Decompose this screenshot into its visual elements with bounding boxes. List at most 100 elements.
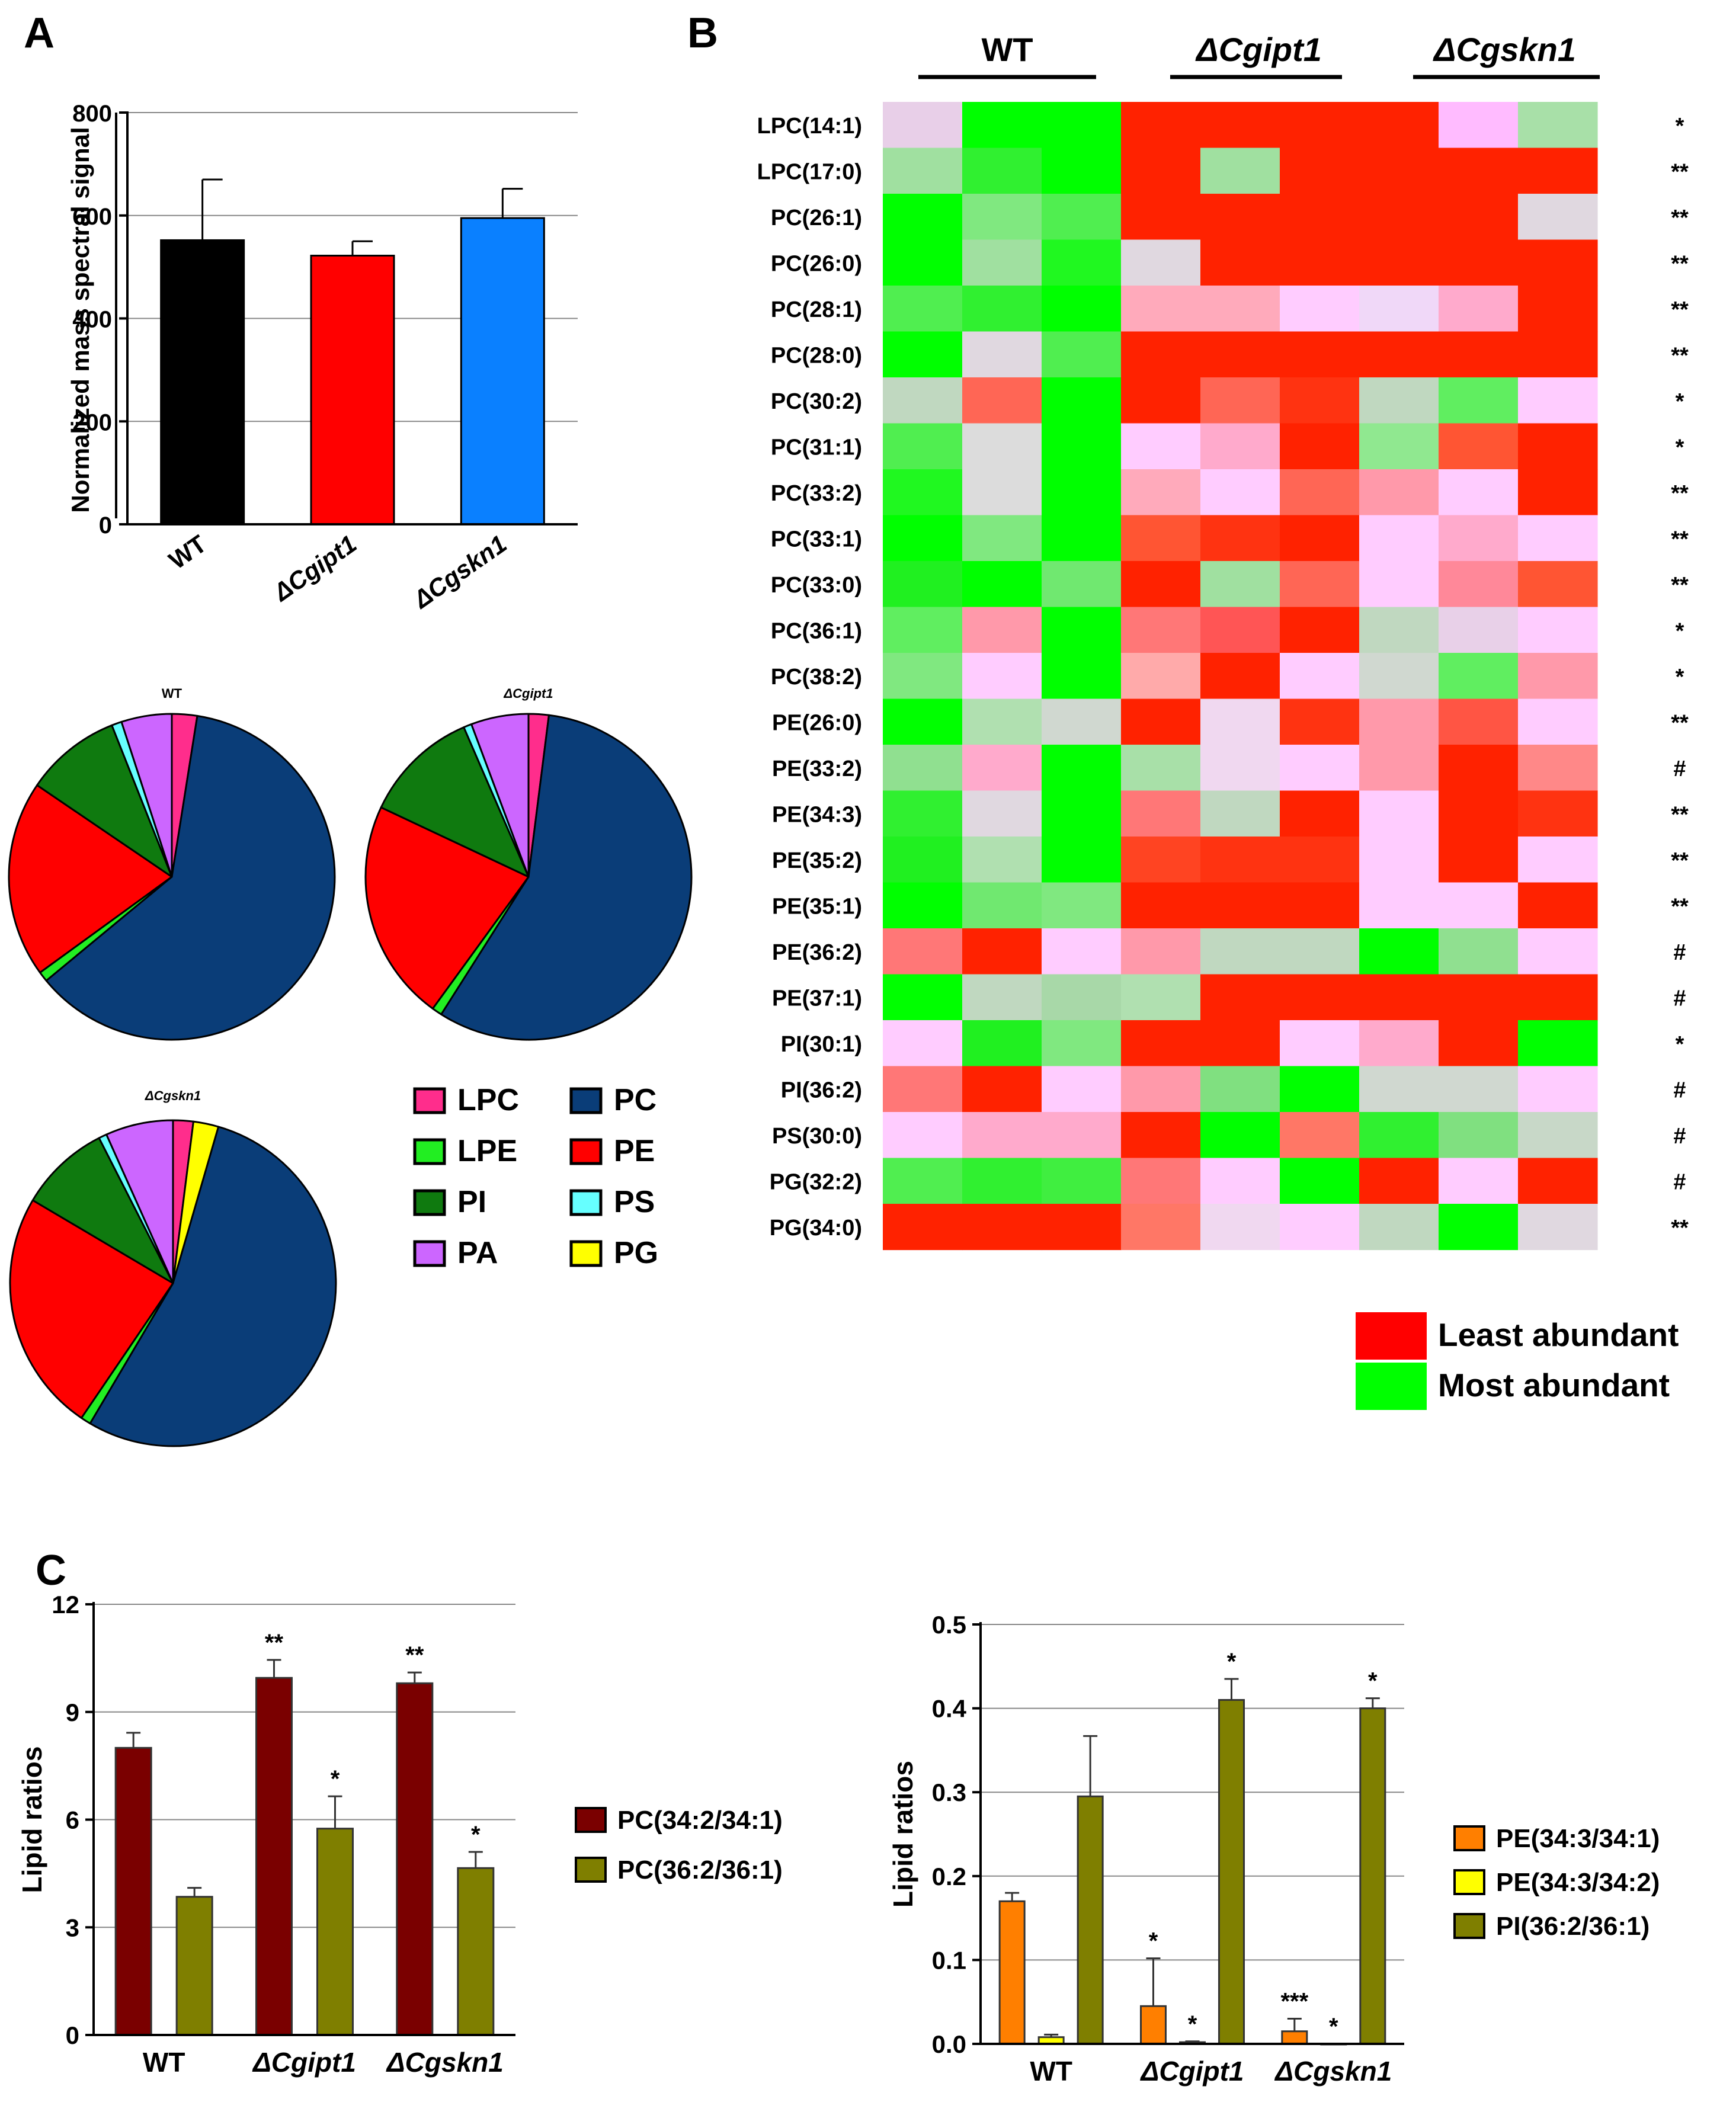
heatmap-cell [1042, 1112, 1122, 1159]
heatmap-cell [1280, 515, 1360, 562]
heatmap-cell [1042, 331, 1122, 378]
heatmap-cell [1042, 745, 1122, 791]
heatmap-cell [1280, 1112, 1360, 1159]
significance-mark: ** [1671, 251, 1689, 276]
heatmap-cell [1280, 837, 1360, 883]
significance-mark: * [1676, 618, 1684, 643]
panel-label-c: C [36, 1547, 66, 1594]
heatmap-cell [1121, 239, 1201, 286]
heatmap-cell [1280, 561, 1360, 608]
heatmap-cell [1359, 148, 1439, 194]
heatmap-cell [1439, 698, 1519, 745]
heatmap-cell [1121, 1204, 1201, 1251]
pie-slice-pa [120, 713, 173, 878]
heatmap-cell [1042, 1158, 1122, 1204]
y-tick-label: 0 [99, 512, 112, 539]
heatmap-cell [1359, 653, 1439, 700]
pie-slice-pi [36, 724, 173, 878]
heatmap-cell [962, 745, 1042, 791]
row-label: PC(28:0) [771, 343, 862, 368]
panel-a-pie-charts: WT ΔCgipt1 ΔCgskn1 [8, 686, 693, 1447]
heatmap-cell [1042, 698, 1122, 745]
legend-swatch-pe [569, 1138, 603, 1165]
pie-slice-pc [89, 1126, 337, 1447]
heatmap-cell [962, 974, 1042, 1021]
heatmap-cell [883, 286, 963, 332]
y-tick-label: 0 [66, 2021, 79, 2049]
heatmap-cell [1280, 882, 1360, 929]
bar [1281, 2030, 1308, 2045]
heatmap-cell [1439, 331, 1519, 378]
legend-swatch-ps [569, 1189, 603, 1216]
x-tick-label: WT [143, 2047, 185, 2078]
pie-slice-pi [380, 726, 530, 878]
heatmap-cell [1121, 745, 1201, 791]
heatmap-cell [1439, 1066, 1519, 1113]
heatmap-cell [1280, 607, 1360, 653]
heatmap-cell [962, 837, 1042, 883]
heatmap-cell [1518, 1112, 1598, 1159]
x-tick-label: ΔCgipt1 [1140, 2056, 1244, 2087]
heatmap-cell [1518, 286, 1598, 332]
row-label: PC(31:1) [771, 435, 862, 460]
heatmap-cell [962, 698, 1042, 745]
heatmap-cell [1280, 423, 1360, 470]
significance-mark: # [1673, 1169, 1686, 1194]
heatmap-cell [1280, 239, 1360, 286]
heatmap-cell [962, 331, 1042, 378]
heatmap-cell [883, 1066, 963, 1113]
pie-slice-pe [9, 1199, 174, 1419]
y-tick-label: 0.5 [932, 1611, 966, 1639]
group-label: ΔCgskn1 [1433, 31, 1576, 68]
heatmap-cell [1042, 607, 1122, 653]
row-label: PE(35:2) [772, 848, 862, 873]
heatmap-cell [1121, 377, 1201, 424]
bar [396, 1682, 434, 2036]
heatmap-cell [1121, 837, 1201, 883]
panel-a-pie-legend: LPC PC LPE PE PI PS PA PG [413, 1083, 658, 1270]
significance-mark: # [1673, 940, 1686, 965]
heatmap-cell [883, 882, 963, 929]
heatmap-cell [1439, 974, 1519, 1021]
row-label: PG(34:0) [770, 1216, 862, 1241]
significance-mark: * [1676, 1032, 1684, 1057]
heatmap-cell [1200, 1066, 1280, 1113]
bar [1077, 1795, 1104, 2045]
heatmap-cell [1121, 607, 1201, 653]
heatmap-cell [1439, 745, 1519, 791]
y-axis-label: Normalized mass spectral signal [66, 127, 94, 512]
heatmap-cell [1518, 1204, 1598, 1251]
y-tick-label: 400 [72, 307, 112, 333]
significance-mark: * [1329, 2014, 1338, 2040]
heatmap-cell [1200, 515, 1280, 562]
pie-slice-pc [45, 714, 336, 1041]
heatmap-cell [1518, 148, 1598, 194]
panel-label-b: B [687, 9, 718, 57]
heatmap-cell [1439, 837, 1519, 883]
x-tick-label: WT [164, 530, 212, 575]
heatmap-cell [1121, 423, 1201, 470]
heatmap-cell [1121, 882, 1201, 929]
heatmap-cell [1359, 1020, 1439, 1067]
bar-ΔCgskn1 [460, 217, 545, 525]
significance-mark: ** [265, 1630, 284, 1656]
heatmap-cell [1121, 102, 1201, 149]
group-label: WT [981, 31, 1033, 68]
heatmap-cell [1121, 1158, 1201, 1204]
legend-swatch [1453, 1913, 1485, 1939]
y-tick-label: 0.0 [932, 2030, 966, 2058]
heatmap-cell [1121, 469, 1201, 516]
heatmap-cell [1280, 698, 1360, 745]
heatmap-cell [962, 423, 1042, 470]
legend-label: PC(36:2/36:1) [617, 1855, 783, 1885]
heatmap-cell [1121, 1020, 1201, 1067]
heatmap-cell [1359, 515, 1439, 562]
heatmap-cell [1121, 653, 1201, 700]
significance-mark: * [1676, 435, 1684, 460]
bar [114, 1746, 152, 2036]
significance-mark: ** [1671, 206, 1689, 230]
heatmap-cell [1121, 148, 1201, 194]
heatmap-cell [1280, 469, 1360, 516]
legend-swatch-pc [569, 1087, 603, 1114]
